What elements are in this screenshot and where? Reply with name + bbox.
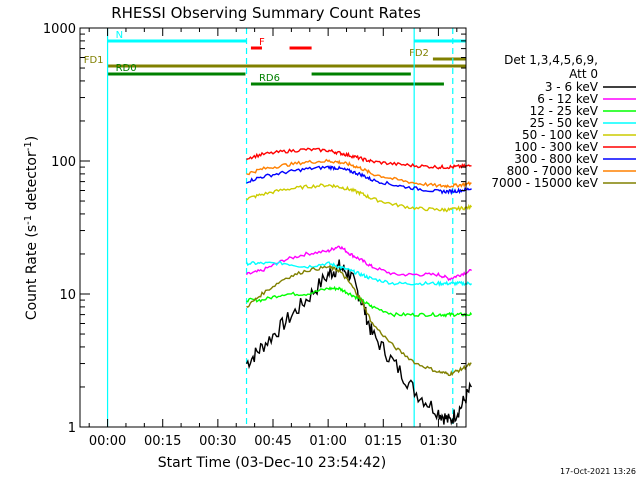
legend-label: 300 - 800 keV [514,152,598,166]
status-bar-label: FD2 [409,48,429,59]
axes: 1 10 100 1000 00:00 00:15 00:30 00:45 01:00 01:15… [43,22,466,449]
vertical-markers [106,28,454,427]
legend-label: 100 - 300 keV [514,140,598,154]
x-tick-label: 01:30 [420,434,457,449]
legend-label: 6 - 12 keV [537,92,599,106]
series-line [245,260,473,288]
legend-header-line1: Det 1,3,4,5,6,9, [504,53,598,67]
x-tick-label: 00:00 [89,434,126,449]
y-label-main: Count Rate (s [24,225,40,320]
y-label-sup1: -1 [23,215,34,225]
status-bar-label: RD0 [116,63,137,74]
y-tick-label: 100 [51,155,76,170]
y-label-end: ) [24,136,40,141]
y-tick-label: 1 [68,421,76,436]
series-line [245,259,473,426]
x-axis-label: Start Time (03-Dec-10 23:54:42) [158,455,386,471]
status-bar-label: F [259,37,265,48]
legend-header-line2: Att 0 [569,67,598,81]
series-line [245,245,472,282]
y-axis-label: Count Rate (s-1 detector-1) [23,136,40,320]
y-label-sup2: -1 [23,141,34,151]
x-tick-label: 01:00 [309,434,346,449]
x-tick-label: 00:30 [199,434,236,449]
series-layer [245,147,473,426]
series-line [246,285,473,318]
y-label-mid: detector [24,151,40,215]
status-bar-label: N [116,30,123,41]
series-line [246,158,472,189]
y-tick-label: 10 [59,288,76,303]
series-line [246,164,472,196]
legend-label: 50 - 100 keV [522,128,599,142]
status-bar-label: FD1 [84,55,104,66]
x-tick-label: 01:15 [365,434,402,449]
series-line [246,147,472,170]
legend-label: 7000 - 15000 keV [491,176,598,190]
status-bar-label: RD6 [259,73,280,84]
legend-label: 800 - 7000 keV [507,164,599,178]
x-tick-label: 00:45 [254,434,291,449]
legend-label: 12 - 25 keV [530,104,599,118]
status-bars: N F FD1 FD2 RD0 RD6 [84,30,466,86]
chart-title: RHESSI Observing Summary Count Rates [111,4,421,22]
legend-label: 3 - 6 keV [545,80,599,94]
series-line [246,183,473,213]
series-line [246,264,472,377]
y-tick-label: 1000 [43,22,76,37]
x-tick-label: 00:15 [144,434,181,449]
footer-date: 17-Oct-2021 13:26 [560,467,636,476]
legend-label: 25 - 50 keV [530,116,599,130]
